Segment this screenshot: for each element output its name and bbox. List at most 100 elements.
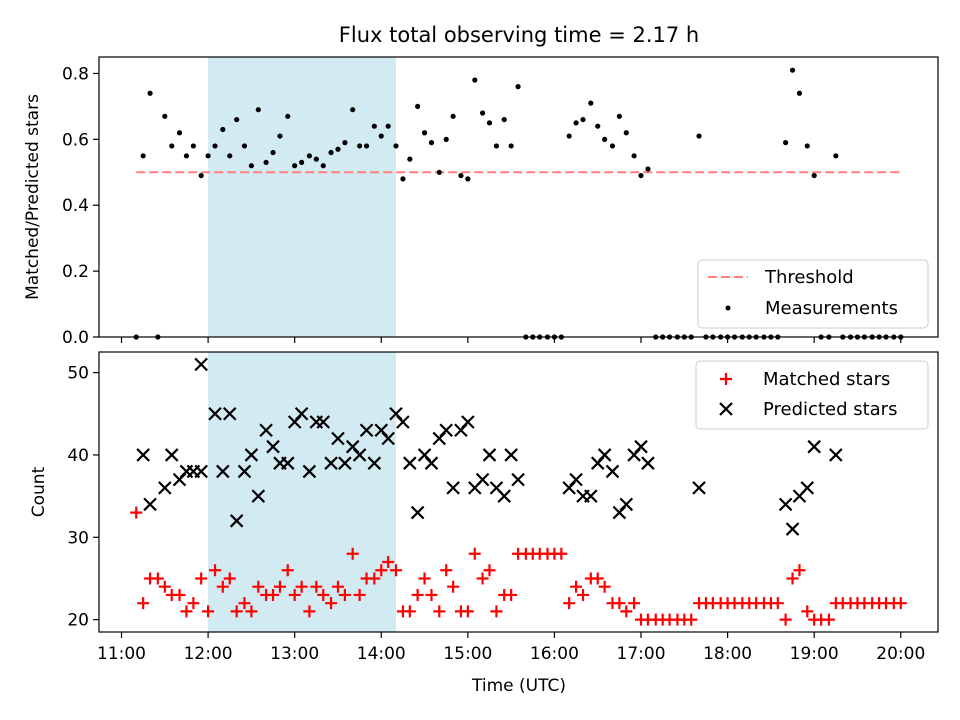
predicted-star-point	[504, 448, 518, 462]
matched-star-point	[180, 605, 193, 618]
matched-star-point	[613, 597, 626, 610]
matched-star-point	[273, 580, 286, 593]
predicted-star-point	[692, 481, 706, 495]
measurement-point	[508, 143, 514, 149]
predicted-star-point	[439, 423, 453, 438]
predicted-star-point	[158, 481, 172, 495]
legend-matched-swatch	[720, 373, 732, 385]
measurement-point	[407, 156, 413, 162]
measurement-point	[190, 143, 196, 149]
measurement-point	[183, 153, 190, 159]
matched-star-point	[476, 572, 489, 585]
predicted-star-point	[634, 439, 648, 454]
bottom-x-tick-label: 11:00	[97, 644, 146, 664]
matched-star-point	[331, 580, 344, 593]
measurement-point	[465, 176, 471, 182]
predicted-star-point	[475, 472, 490, 487]
predicted-star-point	[778, 497, 793, 512]
measurement-point	[328, 149, 334, 156]
matched-star-point	[223, 572, 236, 585]
top-ylabel: Matched/Predicted stars	[23, 94, 43, 300]
measurement-point	[335, 146, 341, 152]
bottom-x-tick-label: 13:00	[270, 644, 319, 664]
matched-star-point	[411, 588, 424, 601]
matched-star-point	[894, 597, 907, 610]
measurement-point	[176, 130, 183, 136]
measurement-point	[458, 172, 464, 179]
legend-threshold-label: Threshold	[764, 267, 854, 288]
predicted-star-point	[584, 489, 598, 503]
measurement-point	[255, 107, 261, 113]
bottom-y-tick-label: 50	[67, 364, 89, 384]
predicted-star-point	[511, 472, 525, 487]
matched-star-point	[779, 613, 792, 626]
matched-star-point	[230, 605, 243, 618]
matched-star-point	[440, 564, 453, 577]
measurement-point	[623, 130, 629, 136]
measurement-point	[486, 120, 493, 126]
measurement-point	[493, 143, 500, 149]
matched-star-point	[158, 580, 171, 593]
matched-star-point	[425, 588, 438, 601]
measurement-point	[385, 123, 391, 129]
legend-predicted-swatch	[719, 402, 733, 416]
bottom-legend: Matched stars Predicted stars	[695, 360, 929, 430]
predicted-star-point	[251, 489, 266, 503]
predicted-star-point	[338, 456, 352, 470]
predicted-star-point	[785, 522, 800, 536]
matched-star-point	[202, 605, 215, 618]
measurement-point	[616, 113, 622, 119]
predicted-star-point	[324, 456, 338, 470]
predicted-star-point	[424, 456, 439, 470]
matched-star-point	[786, 572, 799, 585]
matched-star-point	[216, 580, 229, 593]
measurement-point	[363, 143, 370, 149]
predicted-star-point	[136, 448, 150, 462]
measurement-point	[472, 77, 478, 83]
matched-star-point	[433, 605, 446, 618]
predicted-star-point	[619, 497, 634, 512]
predicted-star-point	[446, 481, 460, 495]
matched-star-point	[468, 547, 481, 560]
matched-star-point	[295, 580, 308, 593]
predicted-star-point	[381, 431, 395, 446]
predicted-star-point	[244, 448, 259, 462]
measurement-point	[804, 143, 810, 149]
measurement-point	[285, 113, 291, 119]
measurement-point	[270, 149, 276, 156]
predicted-star-point	[359, 423, 374, 438]
measurement-point	[198, 172, 204, 179]
top-y-tick-label: 0.2	[62, 262, 89, 282]
matched-star-point	[346, 547, 359, 560]
matched-star-point	[368, 572, 381, 585]
predicted-star-point	[461, 415, 475, 429]
bottom-panel: 20 30 40 50 11:00 12:00 13:00 14:00 15:00 16:00 17…	[29, 351, 939, 696]
measurement-point	[638, 172, 644, 179]
bottom-x-tick-label: 16:00	[530, 644, 579, 664]
predicted-star-point	[352, 448, 367, 462]
predicted-star-point	[316, 415, 331, 429]
predicted-star-point	[229, 514, 244, 528]
predicted-star-point	[569, 472, 583, 487]
matched-star-point	[389, 564, 402, 577]
predicted-star-point	[302, 464, 317, 479]
predicted-star-point	[143, 497, 157, 512]
legend-measurement-swatch	[725, 305, 731, 311]
top-shaded-span	[208, 57, 396, 337]
predicted-star-point	[829, 448, 843, 462]
measurement-point	[292, 163, 298, 169]
matched-star-point	[771, 597, 784, 610]
measurement-point	[580, 116, 586, 123]
matched-star-point	[461, 605, 474, 618]
matched-star-point	[418, 572, 431, 585]
matched-star-point	[288, 588, 301, 601]
matched-star-point	[353, 588, 366, 601]
measurement-point	[428, 140, 435, 146]
matched-star-point	[137, 597, 150, 610]
measurement-point	[162, 113, 168, 119]
measurement-point	[436, 169, 442, 175]
matched-star-point	[281, 564, 294, 577]
measurement-point	[645, 166, 651, 172]
predicted-star-point	[222, 406, 237, 421]
